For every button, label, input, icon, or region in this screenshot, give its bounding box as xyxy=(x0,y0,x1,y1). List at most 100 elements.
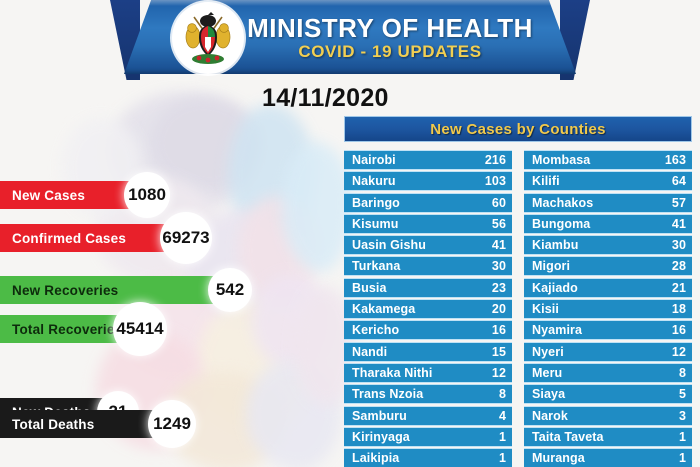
county-case-count: 21 xyxy=(671,280,686,295)
county-case-count: 1 xyxy=(678,429,686,444)
county-row: Migori 28 xyxy=(524,256,692,277)
county-name: Uasin Gishu xyxy=(352,238,427,253)
stat-label: Total Deaths xyxy=(12,416,95,432)
county-name: Turkana xyxy=(352,259,401,274)
county-name: Migori xyxy=(532,259,571,274)
county-case-count: 16 xyxy=(491,323,506,338)
county-case-count: 8 xyxy=(498,387,506,402)
county-name: Kisumu xyxy=(352,216,399,231)
county-name: Taita Taveta xyxy=(532,429,604,444)
county-row: Samburu 4 xyxy=(344,405,512,426)
stat-label: Total Recoveries xyxy=(12,321,123,337)
county-name: Bungoma xyxy=(532,216,591,231)
county-case-count: 23 xyxy=(491,280,506,295)
stat-value-new-cases: 1080 xyxy=(124,172,170,218)
stat-bar-new-recoveries: New Recoveries xyxy=(0,276,235,304)
county-name: Muranga xyxy=(532,451,585,466)
county-name: Nakuru xyxy=(352,174,396,189)
county-name: Kilifi xyxy=(532,174,560,189)
county-case-count: 216 xyxy=(484,153,506,167)
county-row: Mombasa 163 xyxy=(524,150,692,170)
county-row: Nyeri 12 xyxy=(524,341,692,362)
page-subtitle: COVID - 19 UPDATES xyxy=(298,41,482,61)
county-case-count: 12 xyxy=(671,344,686,359)
stat-bar-total-recoveries: Total Recoveries xyxy=(0,315,143,343)
county-row: Turkana 30 xyxy=(344,256,512,277)
county-name: Kirinyaga xyxy=(352,429,410,444)
county-name: Machakos xyxy=(532,195,594,210)
county-case-count: 56 xyxy=(491,216,506,231)
county-name: Narok xyxy=(532,408,568,423)
county-name: Nairobi xyxy=(352,153,396,167)
county-row: Kilifi 64 xyxy=(524,171,692,192)
county-case-count: 28 xyxy=(671,259,686,274)
county-name: Siaya xyxy=(532,387,566,402)
county-case-count: 5 xyxy=(678,387,686,402)
county-row: Uasin Gishu 41 xyxy=(344,235,512,256)
county-case-count: 3 xyxy=(678,408,686,423)
county-name: Trans Nzoia xyxy=(352,387,424,402)
county-row: Muranga 1 xyxy=(524,448,692,467)
county-row: Kajiado 21 xyxy=(524,277,692,298)
county-case-count: 20 xyxy=(491,302,506,317)
county-name: Kiambu xyxy=(532,238,579,253)
map-region xyxy=(282,142,352,272)
county-case-count: 12 xyxy=(491,365,506,380)
county-name: Mombasa xyxy=(532,153,591,167)
county-case-count: 57 xyxy=(671,195,686,210)
county-row: Kisumu 56 xyxy=(344,213,512,234)
county-name: Nandi xyxy=(352,344,388,359)
county-row: Bungoma 41 xyxy=(524,213,692,234)
county-name: Kisii xyxy=(532,302,559,317)
county-name: Kakamega xyxy=(352,302,416,317)
county-name: Meru xyxy=(532,365,563,380)
county-row: Narok 3 xyxy=(524,405,692,426)
county-case-count: 1 xyxy=(498,451,506,466)
county-case-count: 60 xyxy=(491,195,506,210)
county-row: Busia 23 xyxy=(344,277,512,298)
county-case-count: 163 xyxy=(664,153,686,167)
stat-value-total-recoveries: 45414 xyxy=(113,302,167,356)
county-name: Samburu xyxy=(352,408,407,423)
county-case-count: 1 xyxy=(498,429,506,444)
county-row: Taita Taveta 1 xyxy=(524,426,692,447)
county-name: Kericho xyxy=(352,323,400,338)
county-row: Tharaka Nithi 12 xyxy=(344,362,512,383)
stat-value-total-deaths: 1249 xyxy=(148,400,196,448)
county-row: Baringo 60 xyxy=(344,192,512,213)
banner-highlight xyxy=(124,0,576,6)
county-name: Nyamira xyxy=(532,323,583,338)
county-case-count: 41 xyxy=(671,216,686,231)
county-case-count: 41 xyxy=(491,238,506,253)
county-case-count: 64 xyxy=(671,174,686,189)
stat-label: New Cases xyxy=(12,187,86,203)
counties-panel-title: New Cases by Counties xyxy=(344,116,692,142)
county-case-count: 30 xyxy=(671,238,686,253)
county-case-count: 103 xyxy=(484,174,506,189)
county-case-count: 30 xyxy=(491,259,506,274)
county-name: Busia xyxy=(352,280,387,295)
county-name: Laikipia xyxy=(352,451,400,466)
county-case-count: 8 xyxy=(678,365,686,380)
county-name: Tharaka Nithi xyxy=(352,365,433,380)
county-name: Baringo xyxy=(352,195,400,210)
county-row: Laikipia 1 xyxy=(344,448,512,467)
stat-bar-total-deaths: Total Deaths xyxy=(0,410,169,438)
stat-value-confirmed-cases: 69273 xyxy=(160,212,212,264)
county-case-count: 1 xyxy=(678,451,686,466)
header-banner: MINISTRY OF HEALTH COVID - 19 UPDATES xyxy=(110,0,590,80)
counties-column-left: Nairobi 216 Nakuru 103 Baringo 60 Kisumu 56 Uasi… xyxy=(344,150,512,467)
county-row: Siaya 5 xyxy=(524,384,692,405)
county-row: Machakos 57 xyxy=(524,192,692,213)
county-row: Nandi 15 xyxy=(344,341,512,362)
county-row: Kakamega 20 xyxy=(344,299,512,320)
stat-value-new-recoveries: 542 xyxy=(208,268,252,312)
report-date: 14/11/2020 xyxy=(262,84,389,112)
county-case-count: 15 xyxy=(491,344,506,359)
stat-label: Confirmed Cases xyxy=(12,230,127,246)
stat-label: New Recoveries xyxy=(12,282,119,298)
county-name: Nyeri xyxy=(532,344,564,359)
county-row: Trans Nzoia 8 xyxy=(344,384,512,405)
county-row: Kisii 18 xyxy=(524,299,692,320)
